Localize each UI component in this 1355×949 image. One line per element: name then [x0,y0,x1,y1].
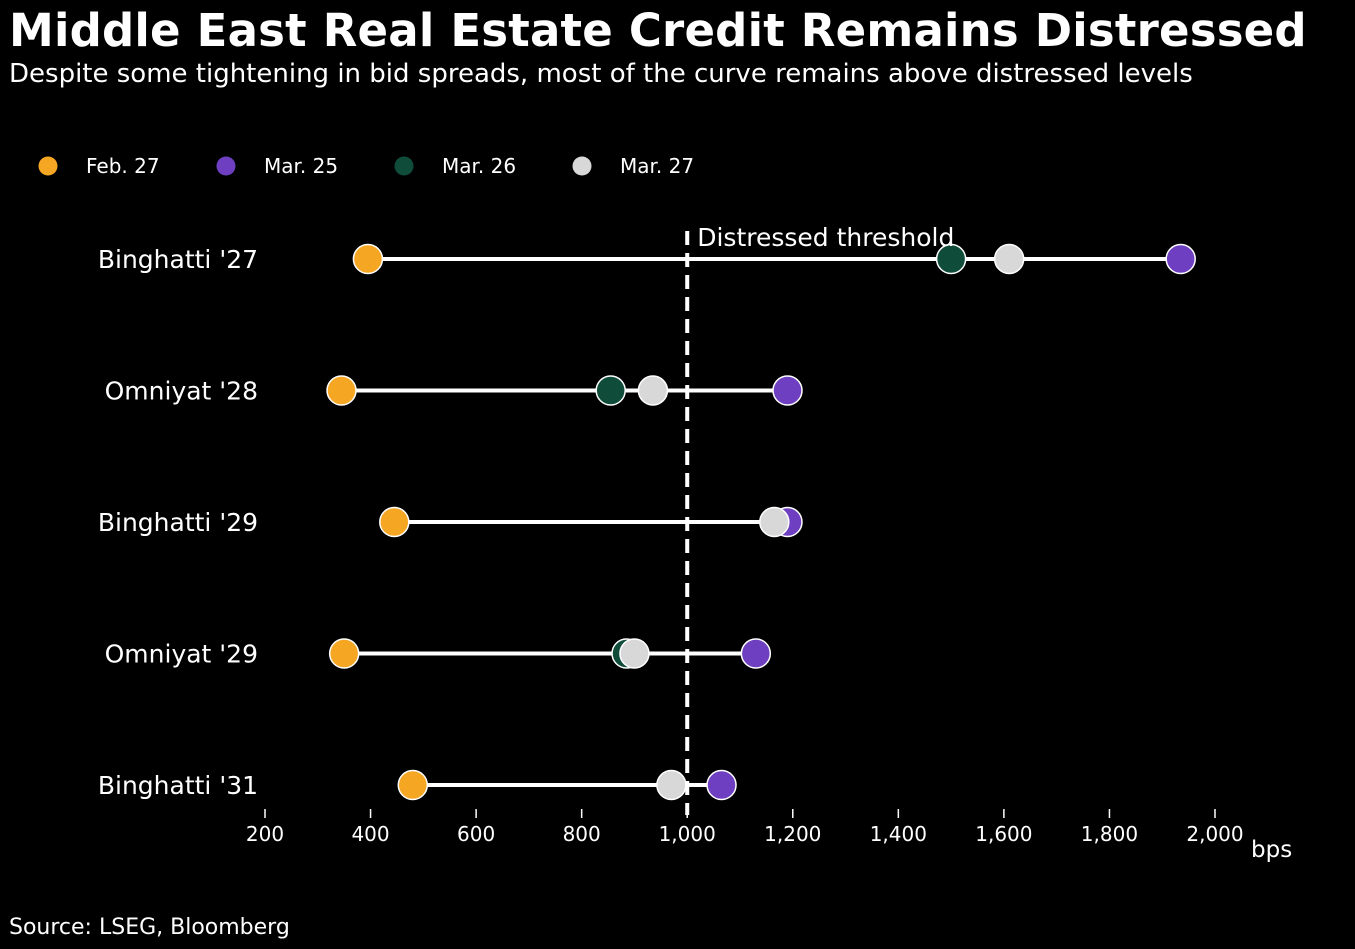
data-point [595,375,626,406]
x-tick-label: 200 [246,822,284,846]
data-point [619,638,650,669]
data-point [772,375,803,406]
data-point [935,243,967,275]
category-label: Omniyat '28 [105,377,258,406]
legend-label-1: Mar. 25 [264,154,338,178]
threshold-line-group: Distressed threshold [685,223,954,815]
chart-subtitle: Despite some tightening in bid spreads, … [9,59,1193,89]
category-label: Binghatti '27 [98,245,258,274]
legend-marker-2 [394,156,414,176]
x-tick-label: 1,000 [659,822,716,846]
x-tick-label: 1,600 [975,822,1032,846]
x-tick-label: 2,000 [1186,822,1243,846]
legend-marker-1 [216,156,236,176]
data-point [706,769,737,801]
x-axis-label: bps [1251,837,1292,863]
legend-label-3: Mar. 27 [620,154,694,178]
legend-marker-0 [38,156,58,176]
x-tick-label: 1,800 [1081,822,1138,846]
data-point [759,506,790,538]
data-point [352,243,384,275]
data-point [993,243,1025,275]
plot-area: Binghatti '27 Omniyat '28 Binghatti '29 Omn… [98,243,1196,801]
threshold-label: Distressed threshold [697,223,954,252]
category-label: Binghatti '29 [98,508,258,537]
data-point [379,506,410,538]
legend-label-2: Mar. 26 [442,154,516,178]
legend-marker-3 [572,156,592,176]
data-point [1165,243,1196,275]
category-label: Binghatti '31 [98,771,258,800]
data-point [740,638,772,669]
source-note: Source: LSEG, Bloomberg [9,915,290,940]
category-label: Omniyat '29 [105,640,258,669]
data-point [326,375,357,406]
x-tick-label: 400 [351,822,389,846]
data-point [637,375,669,406]
x-tick-label: 1,400 [870,822,927,846]
legend: Feb. 27 Mar. 25 Mar. 26 Mar. 27 [38,154,694,178]
legend-label-0: Feb. 27 [86,154,160,178]
x-tick-label: 600 [457,822,495,846]
chart-title: Middle East Real Estate Credit Remains D… [9,4,1307,57]
data-point [656,769,687,801]
x-tick-label: 1,200 [764,822,821,846]
data-point [328,638,360,669]
data-point [397,769,429,801]
x-tick-label: 800 [563,822,601,846]
x-axis: 200 400 600 800 1,000 1,200 1,400 1,600 1,800 2,0… [246,809,1292,863]
